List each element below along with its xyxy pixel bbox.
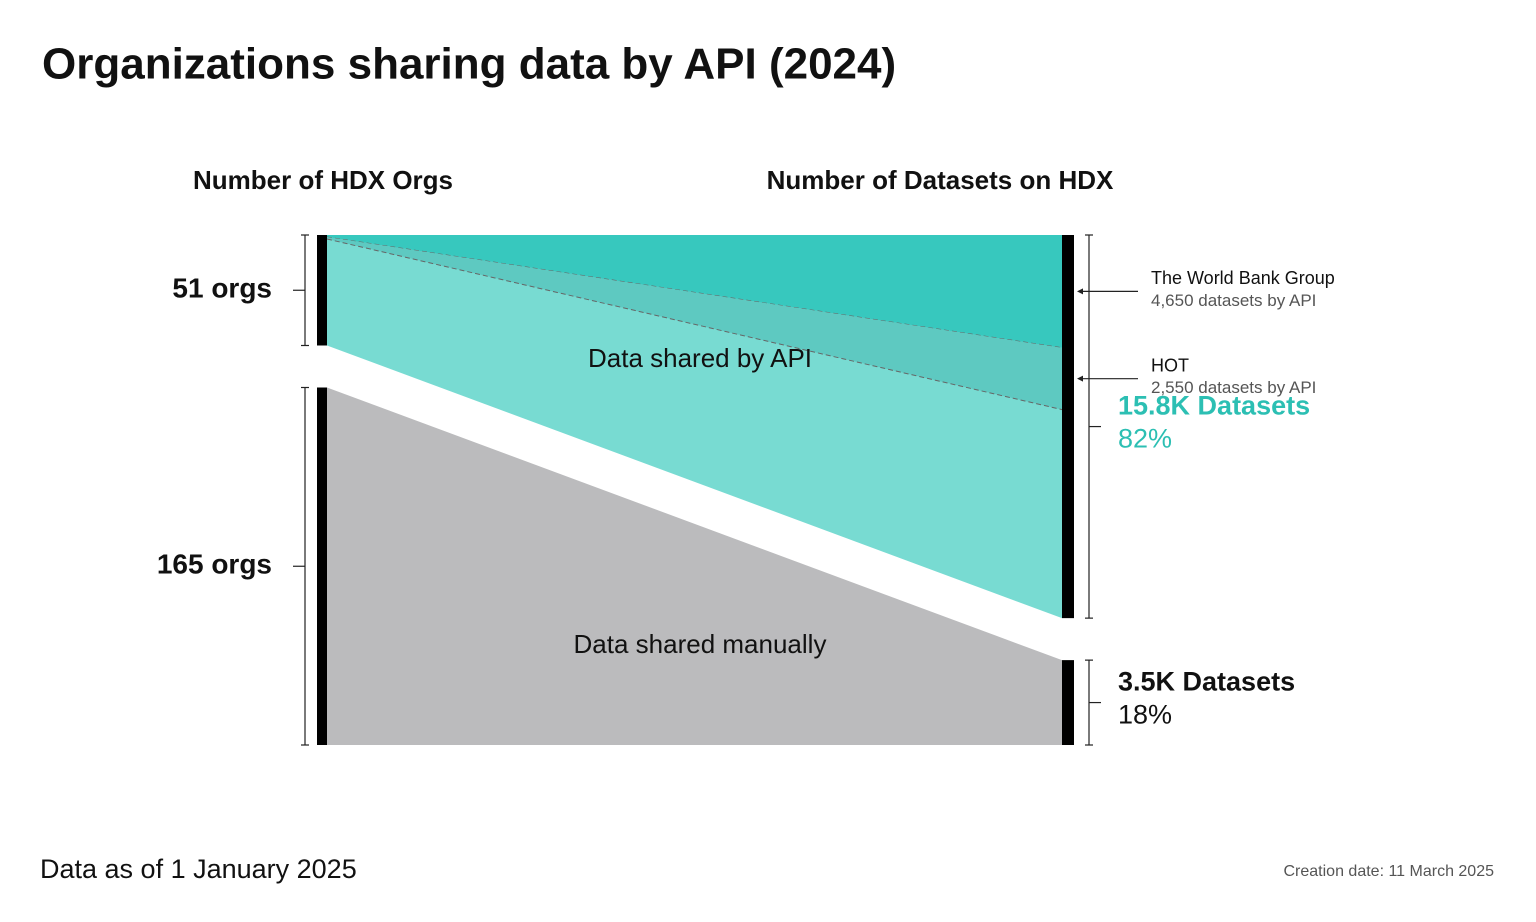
dashed-border bbox=[326, 238, 1063, 411]
flow-band bbox=[327, 387, 1062, 745]
plot: The World Bank Group 4,650 datasets by AP… bbox=[157, 234, 1335, 746]
highlight-band bbox=[327, 235, 1062, 348]
datasets-label: 3.5K Datasets bbox=[1118, 667, 1295, 697]
chart-title: Organizations sharing data by API (2024) bbox=[42, 40, 896, 89]
right-bar bbox=[1062, 235, 1074, 619]
data-note: Data as of 1 January 2025 bbox=[40, 854, 357, 884]
right-bar bbox=[1062, 660, 1074, 745]
orgs-label: 165 orgs bbox=[157, 549, 272, 580]
pointer-arrow bbox=[1077, 288, 1083, 295]
highlight-band bbox=[327, 237, 1062, 410]
creation-note: Creation date: 11 March 2025 bbox=[1284, 863, 1495, 880]
datasets-label: 15.8K Datasets bbox=[1118, 391, 1310, 421]
orgs-label: 51 orgs bbox=[172, 273, 272, 304]
share-label: 18% bbox=[1118, 700, 1172, 730]
flow-label: Data shared by API bbox=[588, 343, 812, 373]
left-axis-title: Number of HDX Orgs bbox=[193, 165, 453, 195]
highlight-name: HOT bbox=[1151, 355, 1189, 375]
share-label: 82% bbox=[1118, 424, 1172, 454]
highlight-value: 4,650 datasets by API bbox=[1151, 291, 1316, 310]
left-bar bbox=[317, 235, 327, 346]
left-bar bbox=[317, 387, 327, 745]
highlight-value: 2,550 datasets by API bbox=[1151, 378, 1316, 397]
highlight-name: The World Bank Group bbox=[1151, 268, 1335, 288]
right-axis-title: Number of Datasets on HDX bbox=[767, 165, 1114, 195]
pointer-arrow bbox=[1077, 375, 1083, 382]
flow-label: Data shared manually bbox=[574, 629, 827, 659]
